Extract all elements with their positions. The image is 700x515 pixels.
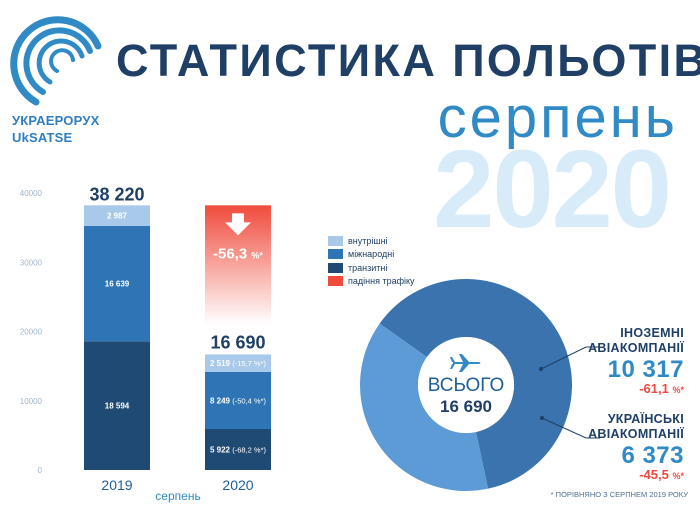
bar-value-2020-2: 2 519 [210, 359, 232, 368]
legend-item-domestic: внутрішні [328, 234, 415, 247]
legend-swatch-domestic [328, 235, 343, 246]
legend-swatch-transit [328, 262, 343, 273]
legend-swatch-decline [328, 276, 343, 286]
leader-dot-foreign [539, 367, 543, 371]
legend-label-domestic: внутрішні [348, 235, 388, 246]
year: 2020 [433, 128, 672, 251]
foreign-airlines-change-value: -61,1 [639, 381, 669, 396]
legend-label-decline: падіння трафіку [348, 276, 415, 286]
bar-label-2020-2: 2 519 (-15,7 %*) [210, 359, 267, 368]
bar-2020-2 [205, 354, 271, 372]
x-tick-label-2019: 2019 [101, 477, 132, 493]
chart-legend: внутрішні міжнародні транзитні падіння т… [328, 234, 415, 288]
bar-total-2020: 16 690 [210, 332, 265, 352]
ukrainian-airlines-title-2: АВІАКОМПАНІЇ [588, 427, 684, 441]
foreign-airlines-change: -61,1 %* [588, 382, 684, 397]
bar-2020-0 [205, 428, 271, 470]
ukrainian-airlines-info: УКРАЇНСЬКІ АВІАКОМПАНІЇ 6 373 -45,5 %* [588, 412, 684, 483]
stacked-bar-chart: 0 10000 20000 30000 40000 -56,3 %* 18 594 16 63… [20, 184, 271, 503]
logo-name-ua: УКРАЕРОРУХ [12, 113, 100, 128]
airplane-icon [450, 354, 481, 372]
ukrainian-airlines-value: 6 373 [621, 442, 684, 469]
legend-item-decline: падіння трафіку [328, 275, 415, 288]
logo-name-en: UkSATSE [12, 130, 73, 145]
y-tick-label: 30000 [20, 258, 43, 267]
bar-change-2020-2: (-15,7 %*) [232, 359, 266, 368]
bar-total-2019: 38 220 [89, 184, 144, 204]
leader-dot-ukrainian [540, 416, 544, 420]
decline-value: -56,3 [213, 245, 251, 262]
bar-label-2019-1: 16 639 [105, 280, 130, 289]
month: серпень [437, 85, 678, 150]
bar-label-2020-1: 8 249 (-50,4 %*) [210, 396, 267, 405]
donut-center-label: ВСЬОГО [428, 375, 505, 396]
airplane-fuselage [453, 362, 481, 364]
legend-label-transit: транзитні [348, 262, 388, 273]
x-tick-label-2020: 2020 [222, 477, 253, 493]
bar-change-2020-0: (-68,2 %*) [232, 445, 266, 454]
footnote: * ПОРІВНЯНО З СЕРПНЕМ 2019 РОКУ [550, 490, 688, 499]
donut-hole [418, 337, 514, 433]
ukrainian-airlines-title-1: УКРАЇНСЬКІ [607, 412, 684, 426]
donut-center-value: 16 690 [440, 397, 492, 416]
x-axis-label: серпень [155, 489, 200, 503]
airplane-tail [450, 357, 455, 369]
legend-item-transit: транзитні [328, 261, 415, 274]
decline-unit: %* [251, 250, 263, 260]
foreign-airlines-info: ІНОЗЕМНІ АВІАКОМПАНІЇ 10 317 -61,1 %* [588, 326, 684, 397]
bar-2020-1 [205, 371, 271, 429]
bar-label-2020-0: 5 922 (-68,2 %*) [210, 445, 267, 454]
bar-2019-0 [84, 341, 150, 470]
foreign-airlines-title-1: ІНОЗЕМНІ [620, 326, 684, 340]
legend-label-international: міжнародні [348, 249, 395, 259]
foreign-airlines-value: 10 317 [607, 356, 684, 383]
bar-2019-1 [84, 226, 150, 342]
donut-slice-ukrainian [360, 323, 489, 492]
ukrainian-airlines-change-value: -45,5 [639, 467, 669, 482]
donut-slice-foreign [379, 279, 572, 489]
decline-label: -56,3 %* [213, 245, 263, 262]
airplane-wings [459, 354, 469, 372]
bar-2019-2 [84, 205, 150, 227]
legend-swatch-international [328, 249, 343, 259]
bar-label-2019-0: 18 594 [105, 402, 130, 411]
page-title: СТАТИСТИКА ПОЛЬОТІВ [116, 35, 700, 86]
arrow-down-icon [225, 213, 251, 236]
y-tick-label: 0 [38, 466, 43, 475]
logo [10, 8, 110, 113]
foreign-airlines-title-2: АВІАКОМПАНІЇ [588, 341, 684, 355]
leader-line-ukrainian [541, 417, 600, 439]
foreign-airlines-change-unit: %* [672, 385, 684, 395]
legend-item-international: міжнародні [328, 248, 415, 261]
y-tick-label: 10000 [20, 397, 43, 406]
logo-name: УКРАЕРОРУХ UkSATSE [12, 112, 99, 146]
logo-icon [10, 16, 102, 106]
ukrainian-airlines-change: -45,5 %* [588, 468, 684, 483]
y-tick-label: 20000 [20, 328, 43, 337]
bar-value-2020-1: 8 249 [210, 396, 232, 405]
ukrainian-airlines-change-unit: %* [672, 471, 684, 481]
bar-label-2019-2: 2 987 [107, 212, 128, 221]
bar-change-2020-1: (-50,4 %*) [232, 396, 266, 405]
leader-line-foreign [540, 346, 600, 370]
y-tick-label: 40000 [20, 189, 43, 198]
bar-value-2020-0: 5 922 [210, 445, 232, 454]
